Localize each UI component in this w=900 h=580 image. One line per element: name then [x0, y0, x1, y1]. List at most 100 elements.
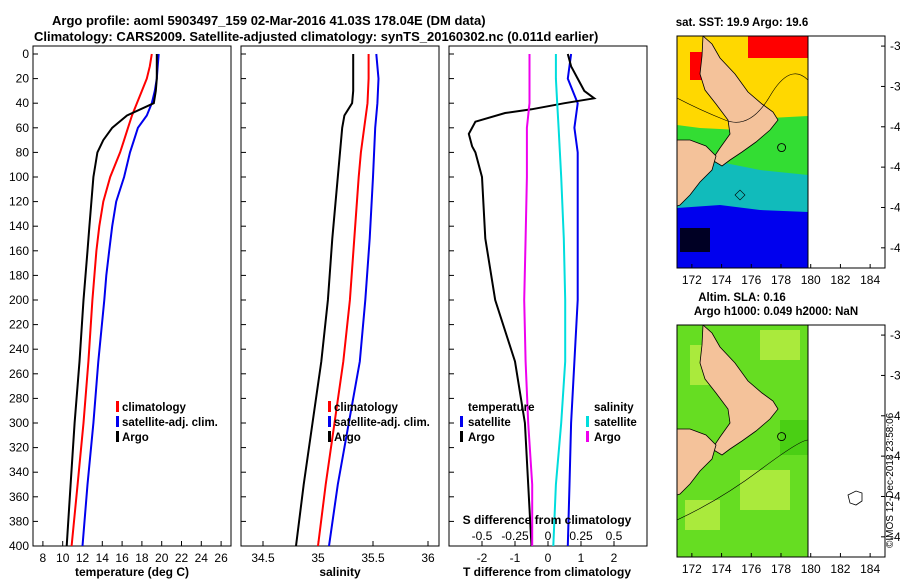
legend-swatch-satellite-adj — [328, 416, 331, 427]
x-tick-label: 22 — [175, 551, 189, 565]
legend-swatch-t-argo — [460, 431, 463, 442]
y-tick-label: 240 — [9, 342, 29, 356]
legend-swatch-satellite-adj — [116, 416, 119, 427]
map-y-tick-label: -46 — [890, 530, 900, 544]
legend-title-temperature: temperature — [468, 402, 534, 414]
y-tick-label: 0 — [22, 47, 29, 61]
temperature-frame — [32, 45, 232, 547]
x-tick-label: 16 — [115, 551, 129, 565]
sst-map-panel: sat. SST: 19.9 Argo: 19.6 — [676, 17, 900, 287]
north-island-land — [699, 36, 779, 167]
x-tick-label: 12 — [76, 551, 90, 565]
map-y-tick-label: -38 — [890, 79, 900, 93]
x-tick-label: 8 — [40, 551, 47, 565]
legend-swatch-s-argo — [586, 431, 589, 442]
map-x-tick-label: 176 — [741, 273, 761, 287]
y-tick-label: 160 — [9, 244, 29, 258]
salinity-diff-legend: salinity satellite Argo — [586, 402, 637, 444]
map-y-tick-label: -36 — [890, 328, 900, 342]
y-tick-label: 340 — [9, 465, 29, 479]
figure-title-line2: Climatology: CARS2009. Satellite-adjuste… — [34, 29, 598, 44]
t-difference-xlabel: T difference from climatology — [463, 565, 631, 579]
series-line-argo — [295, 54, 355, 546]
map-x-tick-label: 178 — [771, 273, 791, 287]
x-tick-label: 36 — [421, 551, 435, 565]
legend-label-climatology: climatology — [334, 402, 399, 414]
legend-title-salinity: salinity — [594, 402, 634, 414]
difference-frame — [448, 45, 648, 547]
map-x-tick-label: 172 — [682, 562, 702, 576]
north-island-land — [699, 325, 779, 456]
figure-title-line1: Argo profile: aoml 5903497_159 02-Mar-20… — [52, 13, 486, 28]
map-y-tick-label: -42 — [890, 160, 900, 174]
series-line-satellite-adj-clim- — [328, 53, 380, 546]
legend-swatch-argo — [328, 431, 331, 442]
sla-map-panel: Altim. SLA: 0.16 Argo h1000: 0.049 h2000… — [676, 292, 900, 576]
temperature-xlabel: temperature (deg C) — [75, 565, 189, 579]
y-tick-label: 120 — [9, 195, 29, 209]
legend-label-t-argo: Argo — [468, 432, 495, 444]
x-tick-label: 35 — [311, 551, 325, 565]
map-x-tick-label: 180 — [801, 562, 821, 576]
map-x-tick-label: 184 — [860, 273, 880, 287]
map-x-tick-label: 172 — [682, 273, 702, 287]
map-y-tick-label: -36 — [890, 39, 900, 53]
legend-swatch-climatology — [116, 401, 119, 412]
y-tick-label: 40 — [16, 96, 30, 110]
sst-warm-patch — [748, 36, 808, 58]
map-x-tick-label: 184 — [860, 562, 880, 576]
x-tick-label: 0 — [545, 551, 552, 565]
south-island-land — [677, 428, 717, 496]
legend-swatch-climatology — [328, 401, 331, 412]
map-x-tick-label: 182 — [830, 562, 850, 576]
legend-label-satellite-adj: satellite-adj. clim. — [334, 417, 430, 429]
x-tick-label: 26 — [214, 551, 228, 565]
y-tick-label: 300 — [9, 416, 29, 430]
legend-label-s-argo: Argo — [594, 432, 621, 444]
map-y-tick-label: -44 — [890, 489, 900, 503]
imos-timestamp: ©IMOS 12-Dec-2018 23:58:06 — [885, 412, 896, 548]
s-difference-xlabel: S difference from climatology — [463, 513, 632, 527]
series-line-argo — [65, 54, 158, 546]
y-tick-label: 220 — [9, 318, 29, 332]
map-x-tick-label: 174 — [712, 562, 732, 576]
map-x-tick-label: 180 — [801, 273, 821, 287]
x-tick-label: -1 — [510, 551, 521, 565]
map-y-tick-label: -46 — [890, 241, 900, 255]
y-tick-label: 380 — [9, 514, 29, 528]
legend-label-satellite-adj: satellite-adj. clim. — [122, 417, 218, 429]
y-tick-label: 260 — [9, 367, 29, 381]
legend-swatch-s-satellite — [586, 416, 589, 427]
south-island-land — [677, 139, 717, 207]
map-y-tick-label: -38 — [890, 368, 900, 382]
chatham-island — [848, 202, 862, 216]
legend-label-argo: Argo — [122, 432, 149, 444]
series-line-t-argo — [467, 53, 597, 546]
x2-tick-label: 0.5 — [606, 529, 623, 543]
x-tick-label: 14 — [96, 551, 110, 565]
map-x-tick-label: 182 — [830, 273, 850, 287]
map-y-tick-label: -40 — [890, 409, 900, 423]
y-tick-label: 60 — [16, 121, 30, 135]
series-line-t-satellite — [566, 53, 579, 546]
difference-panel: -2 -1 0 1 2 -0.5 -0.25 0 0.25 0.5 S difference fr… — [448, 45, 648, 579]
x2-tick-label: 0.25 — [569, 529, 593, 543]
legend-swatch-argo — [116, 431, 119, 442]
y-tick-label: 200 — [9, 293, 29, 307]
legend-label-s-satellite: satellite — [594, 417, 637, 429]
y-tick-label: 320 — [9, 441, 29, 455]
temperature-diff-legend: temperature satellite Argo — [460, 402, 534, 444]
map-x-tick-label: 174 — [712, 273, 732, 287]
map-x-tick-label: 176 — [741, 562, 761, 576]
legend-label-t-satellite: satellite — [468, 417, 511, 429]
x-tick-label: 10 — [56, 551, 70, 565]
sla-map-title1: Altim. SLA: 0.16 — [698, 292, 786, 304]
y-tick-label: 20 — [16, 72, 30, 86]
y-tick-label: 80 — [16, 145, 30, 159]
map-y-tick-label: -42 — [890, 449, 900, 463]
salinity-panel: 34.5 35 35.5 36 salinity climatology satell… — [240, 45, 440, 579]
x-tick-label: 18 — [135, 551, 149, 565]
x-tick-label: 2 — [611, 551, 618, 565]
legend-label-climatology: climatology — [122, 402, 187, 414]
